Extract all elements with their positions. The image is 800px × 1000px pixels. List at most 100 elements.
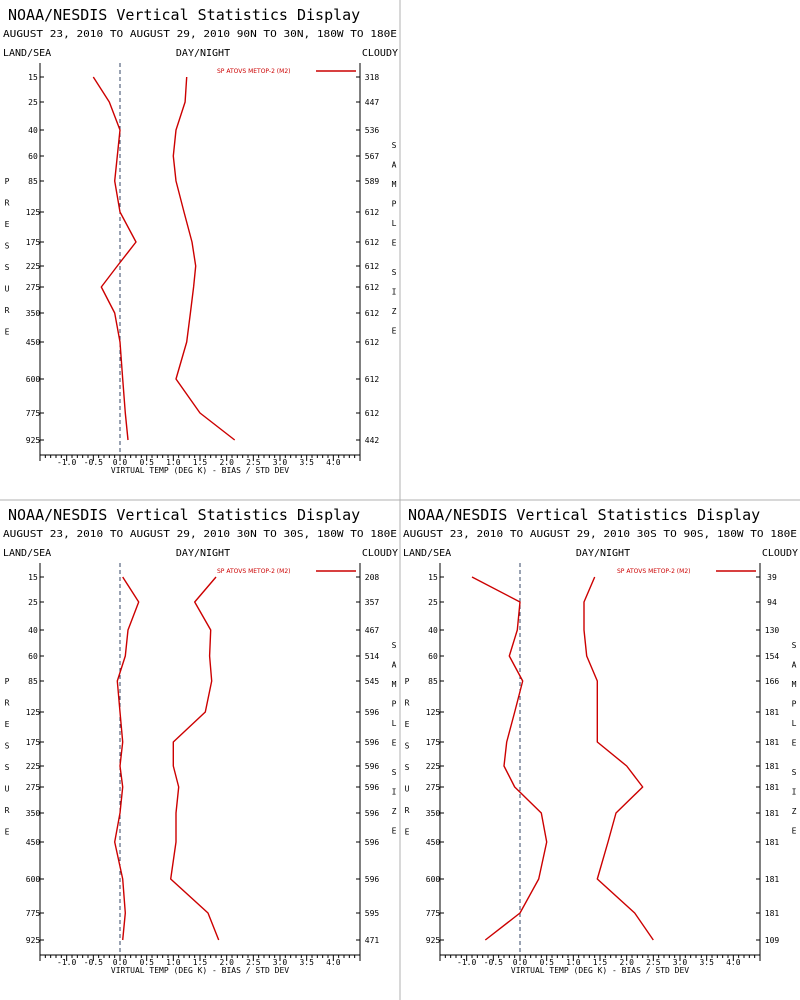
sample-size-label: 181 [765,783,780,792]
pressure-level-label: 60 [28,152,38,161]
sample-size-label: 208 [365,573,380,582]
sample-size-label: 130 [765,626,780,635]
chart-title: NOAA/NESDIS Vertical Statistics Display [408,506,760,524]
pressure-level-label: 225 [26,262,41,271]
x-tick-label: -1.0 [457,958,476,967]
x-tick-label: -0.5 [484,958,503,967]
pressure-level-label: 775 [26,409,41,418]
x-tick-label: 0.5 [539,958,554,967]
sample-size-label: 612 [365,375,380,384]
legend-label: SP ATOVS METOP-2 (M2) [217,568,290,575]
sample-size-label: 612 [365,238,380,247]
x-tick-label: 1.0 [566,958,581,967]
x-tick-label: 1.0 [166,458,181,467]
pressure-level-label: 600 [26,875,41,884]
pressure-level-label: 60 [28,652,38,661]
pressure-level-label: 85 [428,677,438,686]
pressure-level-label: 350 [26,309,41,318]
sample-size-label: 612 [365,309,380,318]
label-day-night: DAY/NIGHT [576,548,630,559]
sample-size-label: 612 [365,283,380,292]
sample-size-label: 471 [365,936,380,945]
x-tick-label: 1.0 [166,958,181,967]
chart-subtitle: AUGUST 23, 2010 TO AUGUST 29, 2010 30N T… [3,529,397,540]
pressure-level-label: 125 [26,208,41,217]
pressure-level-label: 925 [26,436,41,445]
sample-size-label: 596 [365,838,380,847]
pressure-level-label: 175 [26,238,41,247]
x-tick-label: 2.0 [219,958,234,967]
pressure-level-label: 450 [26,838,41,847]
x-tick-label: 2.5 [246,458,261,467]
x-tick-label: 0.0 [113,458,128,467]
panel-30s-90s: NOAA/NESDIS Vertical Statistics Display A… [403,506,798,975]
label-land-sea: LAND/SEA [403,548,451,559]
pressure-level-label: 925 [426,936,441,945]
sample-size-label: 567 [365,152,380,161]
sample-size-label: 514 [365,652,380,661]
pressure-level-label: 25 [428,598,438,607]
label-day-night: DAY/NIGHT [176,548,230,559]
x-tick-label: 3.0 [273,958,288,967]
x-tick-label: 2.5 [246,958,261,967]
x-tick-label: 3.5 [299,458,314,467]
pressure-level-label: 175 [426,738,441,747]
series-line-std-dev [583,576,654,941]
sample-size-label: 166 [765,677,780,686]
sample-size-label: 154 [765,652,780,661]
label-land-sea: LAND/SEA [3,48,51,59]
pressure-level-label: 25 [28,598,38,607]
pressure-level-label: 125 [426,708,441,717]
sample-size-label: 442 [365,436,380,445]
pressure-level-label: 85 [28,677,38,686]
sample-size-label: 536 [365,126,380,135]
pressure-level-label: 15 [28,73,38,82]
x-tick-label: -1.0 [57,458,76,467]
pressure-level-label: 350 [26,809,41,818]
pressure-level-label: 350 [426,809,441,818]
x-tick-label: 0.5 [139,958,154,967]
pressure-level-label: 275 [26,283,41,292]
sample-size-label: 467 [365,626,380,635]
pressure-level-label: 225 [426,762,441,771]
pressure-level-label: 775 [426,909,441,918]
x-tick-label: 1.5 [593,958,608,967]
x-tick-label: 2.5 [646,958,661,967]
pressure-level-label: 15 [28,573,38,582]
pressure-level-label: 450 [26,338,41,347]
pressure-level-label: 125 [26,708,41,717]
sample-size-label: 596 [365,708,380,717]
sample-size-label: 596 [365,762,380,771]
label-cloudy: CLOUDY [762,548,798,559]
pressure-level-label: 225 [26,762,41,771]
sample-size-label: 357 [365,598,380,607]
chart-title: NOAA/NESDIS Vertical Statistics Display [8,6,360,24]
sample-size-label: 589 [365,177,380,186]
sample-size-label: 181 [765,809,780,818]
pressure-level-label: 275 [26,783,41,792]
sample-size-label: 94 [767,598,777,607]
pressure-level-label: 40 [428,626,438,635]
x-axis-label: VIRTUAL TEMP (DEG K) - BIAS / STD DEV [111,466,289,475]
sample-size-label: 596 [365,809,380,818]
x-tick-label: 3.0 [673,958,688,967]
pressure-level-label: 40 [28,126,38,135]
sample-size-label: 109 [765,936,780,945]
sample-size-label: 596 [365,783,380,792]
sample-size-label: 596 [365,875,380,884]
panel-90n-30n: NOAA/NESDIS Vertical Statistics Display A… [3,6,398,475]
series-line-bias [92,76,137,441]
label-land-sea: LAND/SEA [3,548,51,559]
label-day-night: DAY/NIGHT [176,48,230,59]
sample-size-label: 612 [365,338,380,347]
x-tick-label: 1.5 [193,458,208,467]
chart-title: NOAA/NESDIS Vertical Statistics Display [8,506,360,524]
pressure-level-label: 60 [428,652,438,661]
pressure-level-label: 175 [26,738,41,747]
